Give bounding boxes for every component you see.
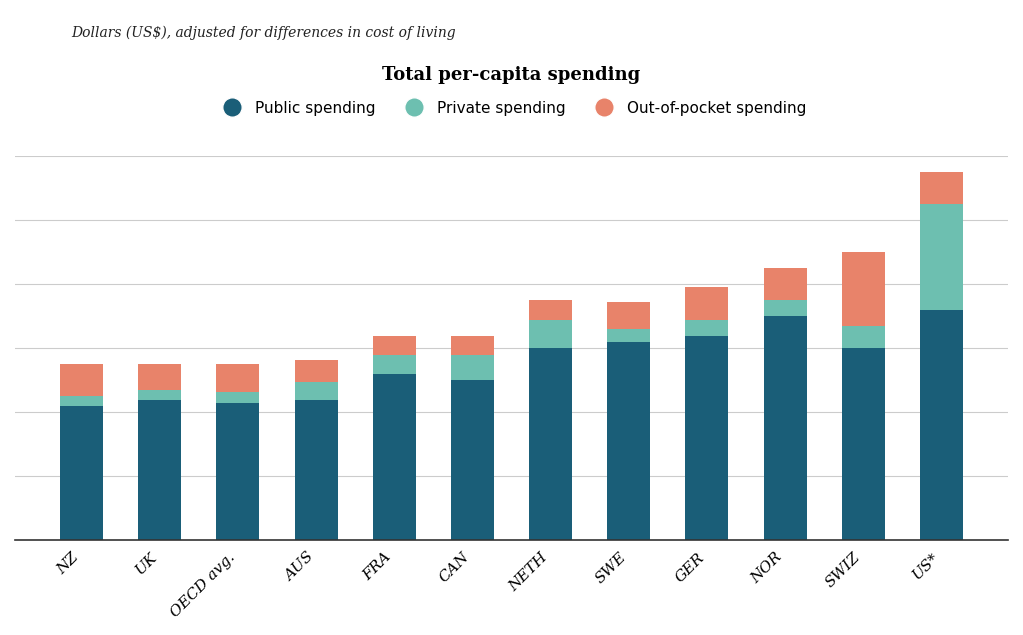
Legend: Public spending, Private spending, Out-of-pocket spending: Public spending, Private spending, Out-o… (211, 95, 812, 122)
Bar (685, 288, 728, 319)
Bar (217, 364, 260, 392)
Bar (372, 355, 415, 374)
Bar (608, 342, 651, 540)
Bar (451, 355, 494, 380)
Bar (295, 382, 338, 399)
Bar (295, 399, 338, 540)
Bar (529, 349, 572, 540)
Bar (372, 374, 415, 540)
Title: Total per-capita spending: Total per-capita spending (383, 66, 640, 84)
Bar (138, 364, 181, 390)
Bar (451, 380, 494, 540)
Bar (60, 406, 103, 540)
Bar (842, 326, 885, 349)
Bar (60, 364, 103, 396)
Bar (372, 335, 415, 355)
Bar (685, 335, 728, 540)
Text: Dollars (US$), adjusted for differences in cost of living: Dollars (US$), adjusted for differences … (72, 25, 456, 40)
Bar (608, 302, 651, 329)
Bar (529, 319, 572, 349)
Bar (295, 360, 338, 382)
Bar (920, 204, 963, 310)
Bar (685, 319, 728, 335)
Bar (842, 349, 885, 540)
Bar (217, 392, 260, 403)
Bar (217, 403, 260, 540)
Bar (529, 300, 572, 319)
Bar (763, 316, 806, 540)
Bar (842, 252, 885, 326)
Bar (763, 300, 806, 316)
Bar (920, 310, 963, 540)
Bar (138, 390, 181, 399)
Bar (451, 335, 494, 355)
Bar (763, 268, 806, 300)
Bar (920, 172, 963, 204)
Bar (138, 399, 181, 540)
Bar (60, 396, 103, 406)
Bar (608, 329, 651, 342)
